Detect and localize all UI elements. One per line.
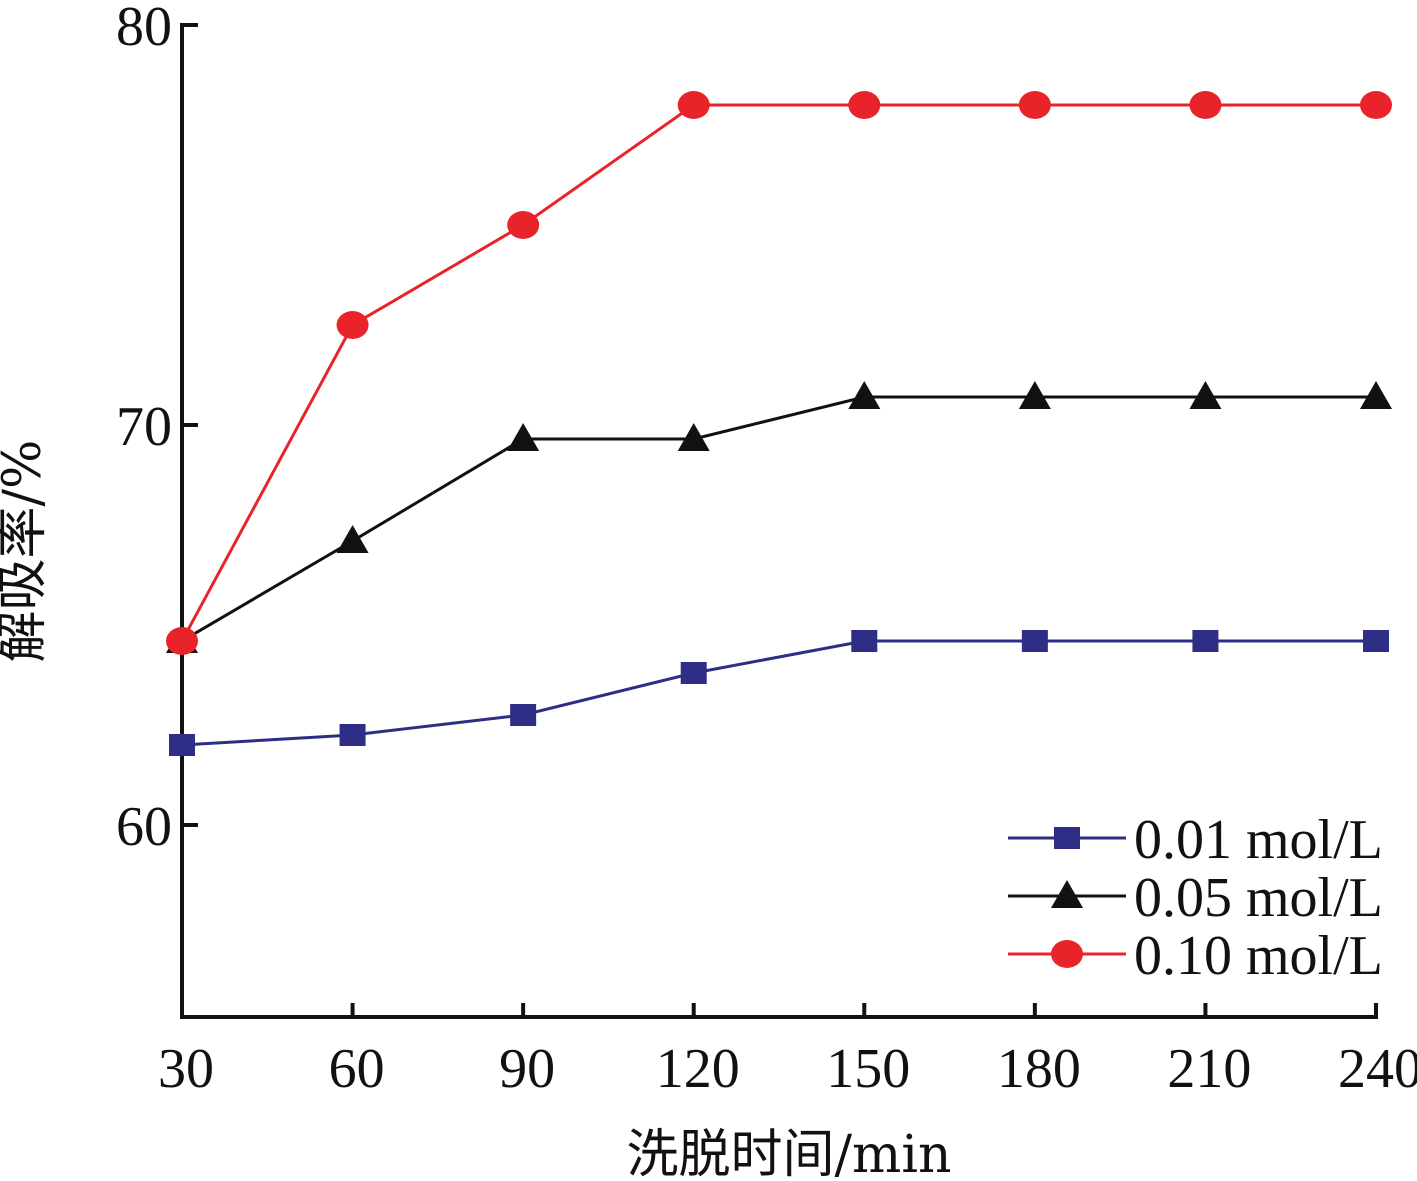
- data-point: [680, 662, 707, 684]
- data-point: [1192, 630, 1219, 652]
- data-point: [339, 724, 366, 746]
- data-point: [1363, 630, 1389, 652]
- series-layer: [166, 91, 1392, 756]
- data-point: [507, 423, 540, 451]
- y-tick-label: 70: [116, 396, 172, 458]
- y-tick-label: 60: [116, 796, 172, 858]
- legend-entry: 0.05 mol/L: [1008, 867, 1383, 929]
- data-point: [677, 91, 710, 119]
- data-point: [1189, 91, 1222, 119]
- data-point: [510, 704, 537, 726]
- x-tick-label: 240: [1338, 1038, 1417, 1100]
- series-line: [181, 639, 1376, 747]
- data-point: [169, 734, 195, 756]
- data-point: [1018, 91, 1051, 119]
- legend-entry: 0.01 mol/L: [1008, 809, 1383, 871]
- data-point: [336, 311, 369, 339]
- legend-label: 0.01 mol/L: [1134, 809, 1383, 871]
- data-point: [848, 381, 881, 409]
- series-line: [180, 103, 1376, 642]
- x-tick-label: 210: [1167, 1038, 1251, 1100]
- data-point: [677, 423, 710, 451]
- x-tick-label: 90: [499, 1038, 555, 1100]
- legend: 0.01 mol/L0.05 mol/L0.10 mol/L: [1008, 809, 1383, 987]
- data-point: [851, 630, 878, 652]
- legend-label: 0.10 mol/L: [1134, 925, 1383, 987]
- x-tick-label: 30: [158, 1038, 214, 1100]
- data-point: [1018, 381, 1051, 409]
- legend-label: 0.05 mol/L: [1134, 867, 1383, 929]
- data-point: [336, 525, 369, 553]
- x-tick-label: 60: [329, 1038, 385, 1100]
- data-point: [1021, 630, 1048, 652]
- series-2: [166, 91, 1392, 655]
- data-point: [1360, 91, 1392, 119]
- x-axis-title: 洗脱时间/min: [627, 1125, 952, 1181]
- x-tick-label: 180: [997, 1038, 1081, 1100]
- legend-marker: [1054, 827, 1080, 849]
- data-point: [1189, 381, 1222, 409]
- series-1: [166, 381, 1392, 653]
- legend-marker: [1051, 940, 1083, 968]
- series-line: [181, 395, 1376, 643]
- y-tick-label: 80: [116, 0, 172, 58]
- data-point: [507, 211, 540, 239]
- x-tick-label: 150: [826, 1038, 910, 1100]
- data-point: [1360, 381, 1392, 409]
- legend-marker: [1051, 880, 1083, 908]
- y-axis-title: 解吸率/%: [0, 440, 53, 663]
- legend-entry: 0.10 mol/L: [1008, 925, 1383, 987]
- series-0: [169, 630, 1389, 756]
- data-point: [848, 91, 881, 119]
- x-tick-label: 120: [656, 1038, 740, 1100]
- data-point: [166, 627, 198, 655]
